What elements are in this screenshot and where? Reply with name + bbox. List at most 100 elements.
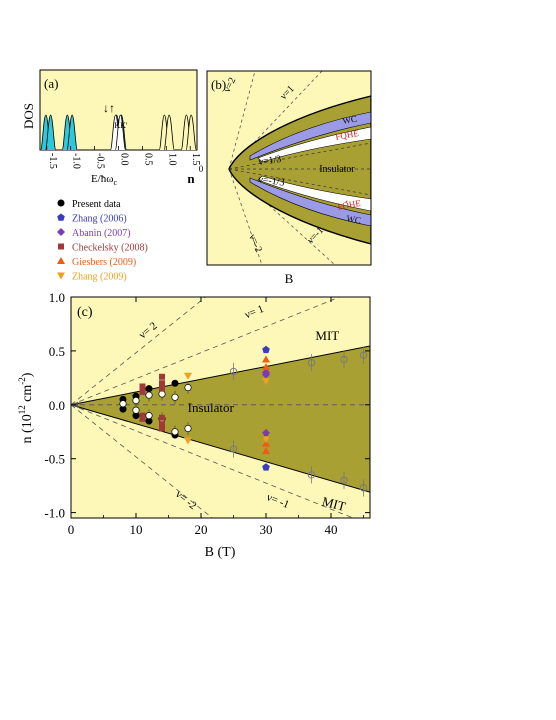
c-data-point — [139, 388, 146, 395]
dos-peak-open — [163, 114, 175, 151]
dos-peaks — [40, 114, 197, 151]
b-label-fqhe-top: FQHE — [335, 128, 360, 142]
dos-peak-open — [185, 114, 197, 151]
c-data-point — [340, 355, 348, 364]
panel-a-ylabel: DOS — [21, 103, 36, 129]
panel-b-tag: (b) — [211, 77, 226, 92]
a-tick-label: -1.0 — [71, 153, 82, 169]
c-data-point — [359, 484, 368, 492]
panel-c-tag: (c) — [77, 305, 93, 320]
c-data-point — [262, 355, 270, 363]
panel-b: ν=2 ν=1 ν=-2 ν=-1 ν=1/3 ν=-1/3 Insulator… — [187, 70, 372, 286]
c-data-point — [159, 373, 165, 380]
panel-a-tag: (a) — [44, 76, 58, 91]
panel-c-frame — [70, 296, 371, 519]
panel-c-xlabel: B (T) — [205, 545, 236, 560]
panel-a-xlabel: E/ħωc — [91, 173, 118, 187]
legend-label: Present data — [72, 199, 121, 210]
c-data-point — [139, 412, 146, 419]
c-data-point — [145, 412, 153, 420]
b-nu1-top-line — [228, 71, 323, 170]
panel-a-ticks: -1.5 -1.0 -0.5 0.0 0.5 1.0 1.5 — [46, 146, 201, 169]
a-tick-label: 1.0 — [166, 153, 177, 166]
panel-a: (a) DOS ↓↑ KK′ -1.5 -1.0 -0.5 0.0 0.5 1.0 1.5 … — [21, 69, 201, 187]
c-data-point — [171, 428, 179, 436]
b-fqhe-band-bot — [257, 175, 371, 212]
c-data-point — [229, 445, 238, 453]
legend-marker — [57, 272, 65, 280]
c-mit-label-bottom: MIT — [320, 493, 347, 514]
c-data-point — [145, 385, 153, 393]
panel-b-plot: ν=2 ν=1 ν=-2 ν=-1 ν=1/3 ν=-1/3 Insulator… — [222, 71, 371, 265]
c-xtick-label: 40 — [325, 522, 338, 537]
c-ytick-label: 1.0 — [49, 290, 65, 305]
c-data-point — [132, 396, 140, 405]
b-wc-band-top — [249, 111, 371, 161]
c-mit-upper — [71, 345, 370, 406]
c-data-point — [158, 390, 166, 398]
c-data-point — [262, 447, 270, 455]
legend-marker — [57, 228, 65, 236]
c-data-point — [262, 428, 270, 437]
b-third-line-top — [228, 142, 371, 170]
b-label-wc-top: WC — [342, 114, 358, 126]
c-mit-label-top: MIT — [315, 328, 339, 343]
c-data-point — [119, 400, 127, 408]
c-ytick-label: -1.0 — [44, 506, 65, 521]
legend-marker — [57, 257, 65, 264]
legend-marker — [57, 199, 65, 207]
c-data-point — [171, 393, 179, 401]
dos-peak-cyan — [45, 114, 57, 151]
c-data-point — [171, 379, 179, 387]
c-ytick-label: -0.5 — [44, 452, 65, 467]
c-data-point — [262, 363, 270, 371]
c-mit-lower — [71, 404, 370, 493]
c-ytick-label: 0.5 — [49, 344, 65, 359]
panel-c-axes: 0 10 20 30 40 1.0 0.5 0.0 -0.5 -1.0 — [44, 290, 370, 537]
c-data-point — [262, 463, 270, 471]
a-tick-label: 0.5 — [142, 153, 153, 166]
c-xtick-label: 30 — [260, 522, 273, 537]
c-data-point — [229, 367, 238, 376]
b-label-nu-mthird: ν=-1/3 — [258, 174, 286, 189]
panel-b-frame — [206, 70, 372, 266]
b-third-line-bot — [228, 168, 371, 196]
valley-label: KK′ — [114, 121, 128, 130]
c-data-point — [340, 476, 348, 484]
panel-b-xlabel: B — [285, 271, 294, 286]
c-data-point — [307, 471, 316, 479]
a-tick-label: -0.5 — [95, 153, 106, 169]
legend-marker — [58, 243, 64, 250]
c-data-point — [159, 380, 165, 387]
c-data-point — [184, 437, 192, 445]
b-label-wc-bot: WC — [346, 213, 362, 225]
dos-peak-cyan — [66, 114, 78, 151]
c-nu-line — [71, 404, 213, 518]
legend-label: Zhang (2006) — [72, 214, 127, 225]
b-fqhe-band-top — [257, 126, 371, 163]
c-data-point — [359, 351, 368, 359]
c-data-point — [307, 359, 316, 367]
c-data-point — [262, 378, 270, 386]
c-data-point — [159, 425, 165, 432]
c-data-point — [184, 372, 192, 380]
c-data-point — [184, 424, 192, 433]
c-data-point — [145, 391, 153, 399]
c-data-point — [262, 370, 270, 379]
b-wc-band-bot — [249, 177, 371, 227]
a-tick-label: -1.5 — [47, 153, 58, 169]
c-data-point — [184, 384, 192, 392]
c-insulator-label: Insulator — [188, 400, 235, 415]
c-data-point — [159, 414, 165, 421]
legend-label: Abanin (2007) — [72, 228, 131, 239]
c-data-point — [139, 383, 146, 390]
c-xtick-label: 20 — [195, 522, 208, 537]
c-data-point — [262, 436, 270, 444]
c-ytick-label: 0.0 — [49, 398, 65, 413]
c-xtick-label: 10 — [130, 522, 143, 537]
legend-marker — [57, 213, 65, 221]
legend-label: Zhang (2009) — [72, 272, 127, 283]
